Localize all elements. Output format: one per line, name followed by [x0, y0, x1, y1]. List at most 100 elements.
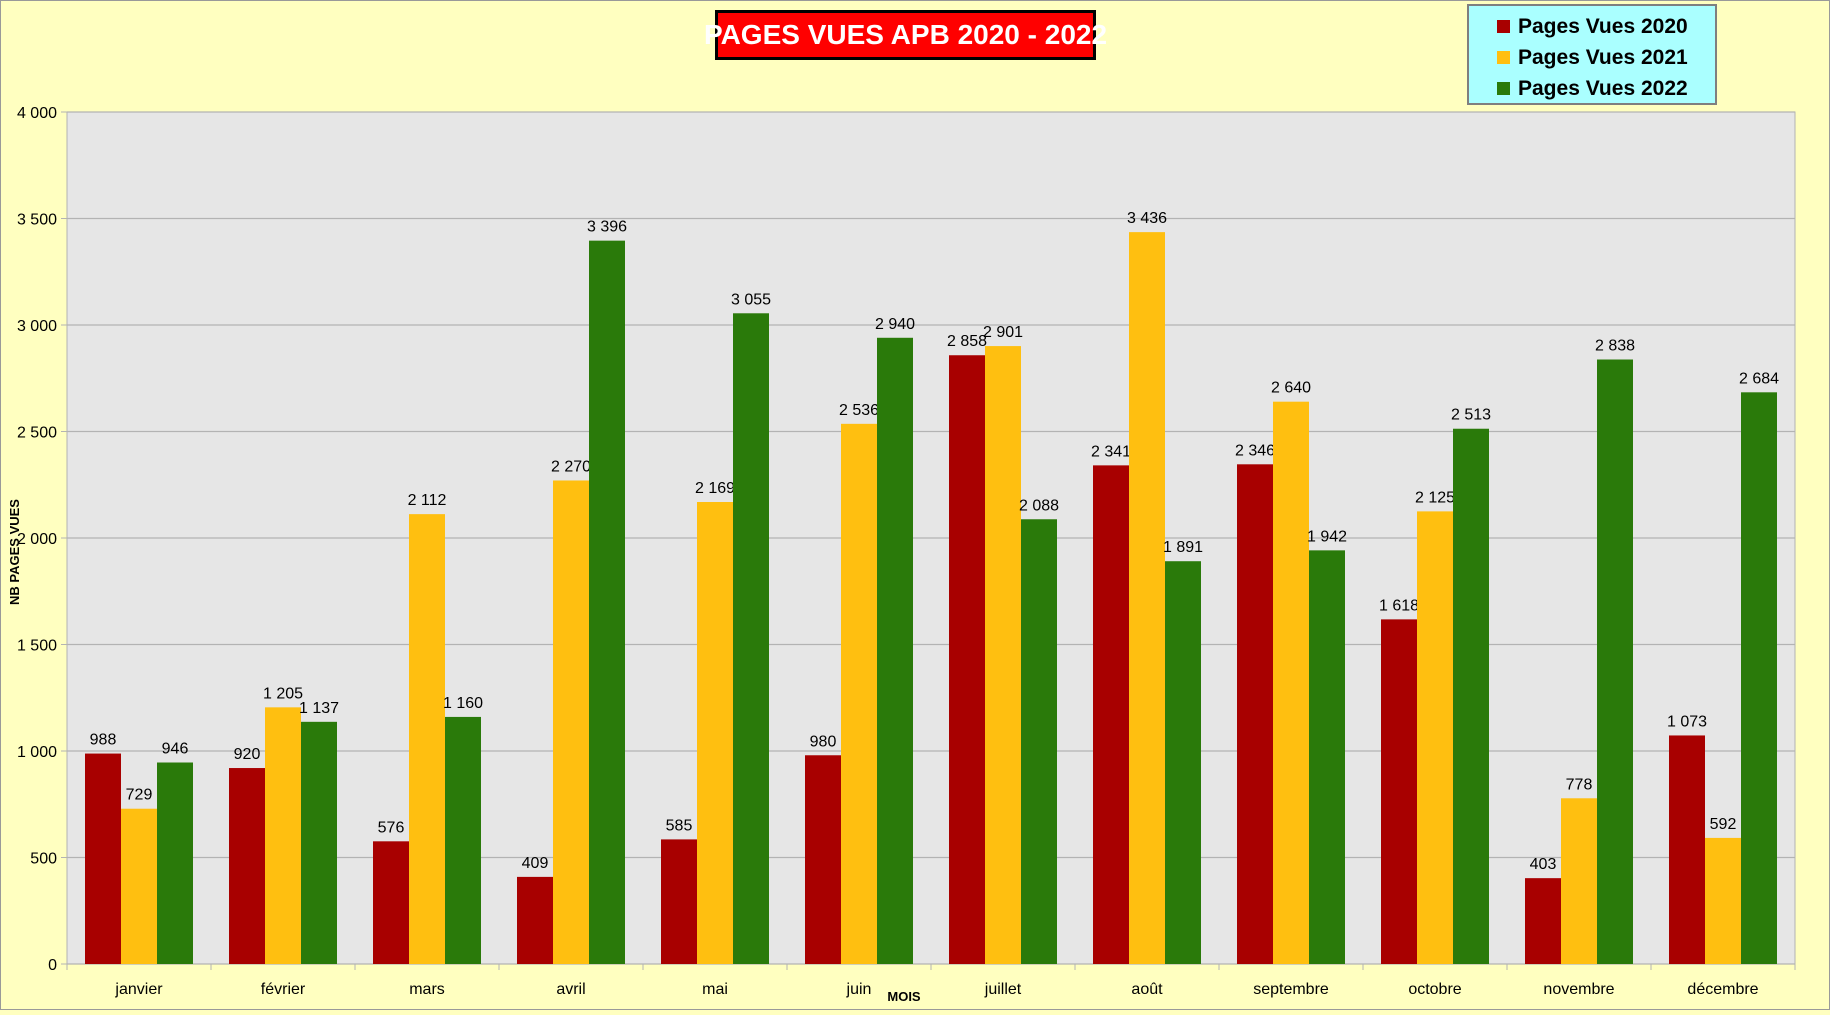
- data-label: 2 112: [408, 492, 447, 509]
- y-tick-label: 4 000: [17, 105, 57, 122]
- bar: [1165, 561, 1201, 964]
- bar: [589, 240, 625, 965]
- x-tick-label: février: [261, 981, 306, 998]
- legend-swatch-2021: [1497, 51, 1510, 64]
- data-label: 576: [378, 819, 405, 836]
- x-tick-label: janvier: [114, 981, 163, 998]
- y-tick-label: 1 000: [17, 744, 57, 761]
- bar: [1669, 735, 1705, 964]
- x-tick-label: mars: [409, 981, 445, 998]
- bar: [265, 707, 301, 964]
- data-label: 2 270: [551, 458, 591, 475]
- bar: [409, 514, 445, 964]
- y-tick-label: 2 000: [17, 531, 57, 548]
- bar: [661, 839, 697, 964]
- bar: [1129, 232, 1165, 964]
- bar: [733, 313, 769, 964]
- legend: Pages Vues 2020 Pages Vues 2021 Pages Vu…: [1467, 4, 1717, 105]
- legend-label-2020: Pages Vues 2020: [1518, 14, 1688, 38]
- bar: [229, 768, 265, 964]
- data-label: 592: [1710, 816, 1737, 833]
- data-label: 585: [666, 817, 693, 834]
- x-tick-label: septembre: [1253, 981, 1329, 998]
- bar: [1705, 837, 1741, 964]
- legend-item-2021: Pages Vues 2021: [1497, 42, 1715, 73]
- data-label: 920: [234, 746, 261, 763]
- bar: [1093, 465, 1129, 964]
- bar: [1417, 511, 1453, 964]
- bar: [1525, 878, 1561, 964]
- bar: [553, 480, 589, 964]
- bar: [697, 502, 733, 964]
- data-label: 2 346: [1235, 442, 1275, 459]
- data-label: 1 942: [1307, 528, 1347, 545]
- x-tick-label: novembre: [1543, 981, 1614, 998]
- bar: [949, 355, 985, 965]
- bar: [301, 721, 337, 964]
- data-label: 2 536: [839, 402, 879, 419]
- data-label: 2 125: [1415, 489, 1455, 506]
- bar: [1309, 550, 1345, 964]
- bar: [985, 346, 1021, 964]
- y-tick-label: 2 500: [17, 425, 57, 442]
- data-label: 778: [1566, 776, 1593, 793]
- data-label: 1 137: [299, 700, 339, 717]
- data-label: 729: [126, 787, 153, 804]
- data-label: 409: [522, 855, 549, 872]
- bar: [85, 753, 121, 964]
- data-label: 2 088: [1019, 497, 1059, 514]
- y-tick-label: 1 500: [17, 638, 57, 655]
- bar: [121, 808, 157, 964]
- data-label: 2 901: [983, 324, 1023, 341]
- bar: [841, 423, 877, 964]
- data-label: 1 891: [1163, 539, 1203, 556]
- bar: [157, 762, 193, 964]
- x-tick-label: juin: [846, 981, 872, 998]
- legend-label-2021: Pages Vues 2021: [1518, 45, 1688, 69]
- bar: [373, 841, 409, 964]
- x-tick-label: octobre: [1408, 981, 1461, 998]
- bar: [1741, 392, 1777, 965]
- bar: [1381, 619, 1417, 964]
- data-label: 1 073: [1667, 713, 1707, 730]
- y-tick-label: 0: [48, 957, 57, 974]
- data-label: 2 858: [947, 333, 987, 350]
- bar: [877, 337, 913, 964]
- bar: [1273, 401, 1309, 964]
- data-label: 1 618: [1379, 597, 1419, 614]
- data-label: 1 205: [263, 685, 303, 702]
- legend-item-2020: Pages Vues 2020: [1497, 11, 1715, 42]
- x-tick-label: décembre: [1687, 981, 1758, 998]
- bar: [1453, 428, 1489, 965]
- bar: [1021, 519, 1057, 964]
- legend-swatch-2020: [1497, 20, 1510, 33]
- legend-label-2022: Pages Vues 2022: [1518, 76, 1688, 100]
- data-label: 2 169: [695, 480, 735, 497]
- data-label: 3 055: [731, 291, 771, 308]
- data-label: 1 160: [443, 695, 483, 712]
- data-label: 3 436: [1127, 210, 1167, 227]
- data-label: 2 640: [1271, 380, 1311, 397]
- y-tick-label: 500: [30, 851, 57, 868]
- data-label: 2 341: [1091, 443, 1131, 460]
- data-label: 946: [162, 741, 189, 758]
- data-label: 2 940: [875, 316, 915, 333]
- x-tick-label: août: [1131, 981, 1163, 998]
- data-label: 3 396: [587, 219, 627, 236]
- data-label: 403: [1530, 856, 1557, 873]
- data-label: 2 513: [1451, 407, 1491, 424]
- x-tick-label: avril: [556, 981, 585, 998]
- x-axis-title: MOIS: [887, 989, 921, 1004]
- bar: [1561, 798, 1597, 964]
- y-tick-label: 3 500: [17, 212, 57, 229]
- bar: [1237, 464, 1273, 964]
- data-label: 2 838: [1595, 338, 1635, 355]
- bar: [445, 716, 481, 964]
- y-axis-title: NB PAGES VUES: [7, 499, 22, 605]
- bar: [805, 755, 841, 964]
- bar: [1597, 359, 1633, 965]
- data-label: 980: [810, 733, 837, 750]
- x-tick-label: juillet: [984, 981, 1022, 998]
